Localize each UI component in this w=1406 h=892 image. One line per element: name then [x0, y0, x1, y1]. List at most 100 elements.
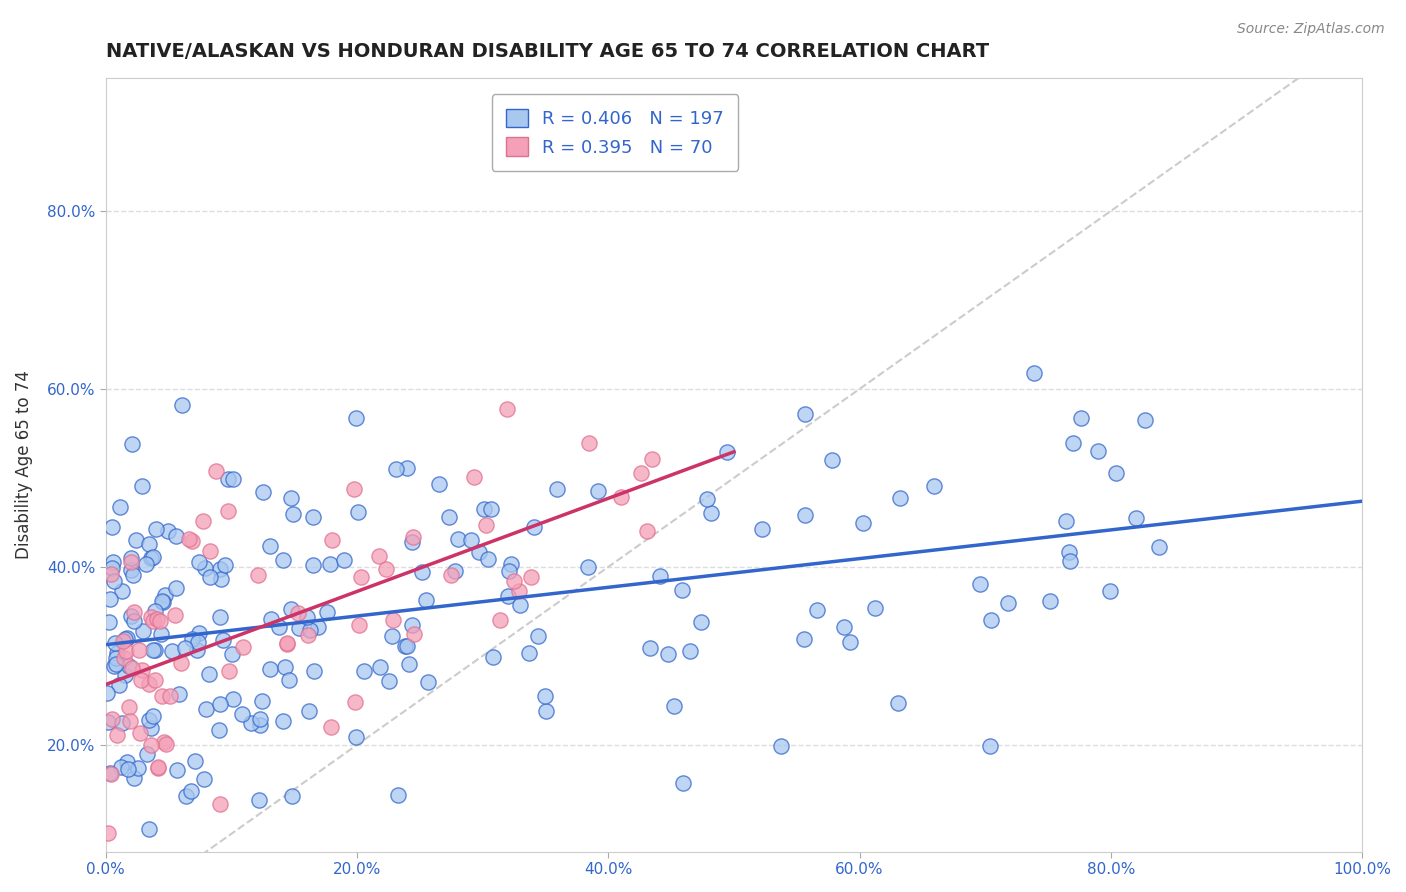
Point — [344, 730, 367, 744]
Point — [180, 783, 202, 797]
Point — [97, 715, 120, 730]
Point — [980, 613, 1002, 627]
Point — [111, 715, 134, 730]
Point — [716, 445, 738, 459]
Point — [274, 660, 297, 674]
Point — [142, 709, 165, 723]
Point — [460, 533, 482, 548]
Point — [509, 599, 531, 613]
Point — [111, 584, 134, 599]
Point — [922, 479, 945, 493]
Point — [302, 558, 325, 573]
Point — [638, 640, 661, 655]
Point — [209, 572, 232, 586]
Point — [194, 702, 217, 716]
Point — [437, 510, 460, 524]
Point — [440, 568, 463, 582]
Point — [121, 437, 143, 451]
Point — [218, 664, 240, 678]
Point — [231, 706, 253, 721]
Point — [316, 606, 339, 620]
Point — [222, 691, 245, 706]
Point — [672, 775, 695, 789]
Point — [276, 636, 298, 650]
Point — [174, 641, 197, 656]
Point — [398, 657, 420, 671]
Point — [110, 760, 132, 774]
Point — [662, 699, 685, 714]
Point — [416, 674, 439, 689]
Point — [209, 562, 232, 576]
Point — [641, 451, 664, 466]
Point — [172, 398, 194, 412]
Point — [112, 651, 135, 665]
Point — [333, 553, 356, 567]
Point — [153, 588, 176, 602]
Point — [250, 693, 273, 707]
Point — [401, 534, 423, 549]
Point — [299, 623, 322, 637]
Point — [344, 695, 367, 709]
Point — [271, 553, 294, 567]
Point — [375, 562, 398, 576]
Point — [128, 643, 150, 657]
Point — [180, 534, 202, 549]
Point — [146, 760, 169, 774]
Point — [269, 620, 291, 634]
Point — [97, 826, 120, 840]
Point — [214, 558, 236, 573]
Point — [259, 662, 281, 676]
Point — [114, 644, 136, 658]
Point — [142, 642, 165, 657]
Point — [1054, 514, 1077, 528]
Point — [1098, 584, 1121, 599]
Point — [107, 678, 129, 692]
Point — [794, 407, 817, 421]
Point — [463, 469, 485, 483]
Point — [319, 720, 342, 734]
Point — [319, 558, 342, 572]
Point — [793, 632, 815, 646]
Point — [297, 628, 319, 642]
Point — [387, 788, 409, 802]
Point — [127, 761, 149, 775]
Point — [129, 726, 152, 740]
Point — [188, 626, 211, 640]
Point — [679, 644, 702, 658]
Point — [107, 646, 129, 660]
Point — [979, 739, 1001, 754]
Point — [343, 483, 366, 497]
Point — [167, 687, 190, 701]
Point — [1022, 366, 1045, 380]
Point — [138, 537, 160, 551]
Point — [832, 619, 855, 633]
Point — [347, 617, 370, 632]
Point — [179, 533, 201, 547]
Point — [770, 739, 793, 753]
Point — [108, 500, 131, 515]
Point — [122, 568, 145, 582]
Point — [321, 533, 343, 547]
Point — [368, 660, 391, 674]
Point — [576, 560, 599, 574]
Point — [105, 728, 128, 742]
Point — [533, 689, 555, 703]
Point — [344, 410, 367, 425]
Point — [477, 552, 499, 566]
Point — [121, 660, 143, 674]
Point — [863, 601, 886, 615]
Point — [239, 716, 262, 731]
Point — [148, 761, 170, 775]
Point — [1087, 444, 1109, 458]
Point — [122, 614, 145, 628]
Point — [381, 629, 404, 643]
Point — [143, 643, 166, 657]
Point — [889, 491, 911, 506]
Point — [103, 574, 125, 589]
Point — [444, 564, 467, 578]
Point — [534, 704, 557, 718]
Point — [295, 610, 318, 624]
Point — [153, 735, 176, 749]
Point — [98, 766, 121, 780]
Point — [396, 461, 419, 475]
